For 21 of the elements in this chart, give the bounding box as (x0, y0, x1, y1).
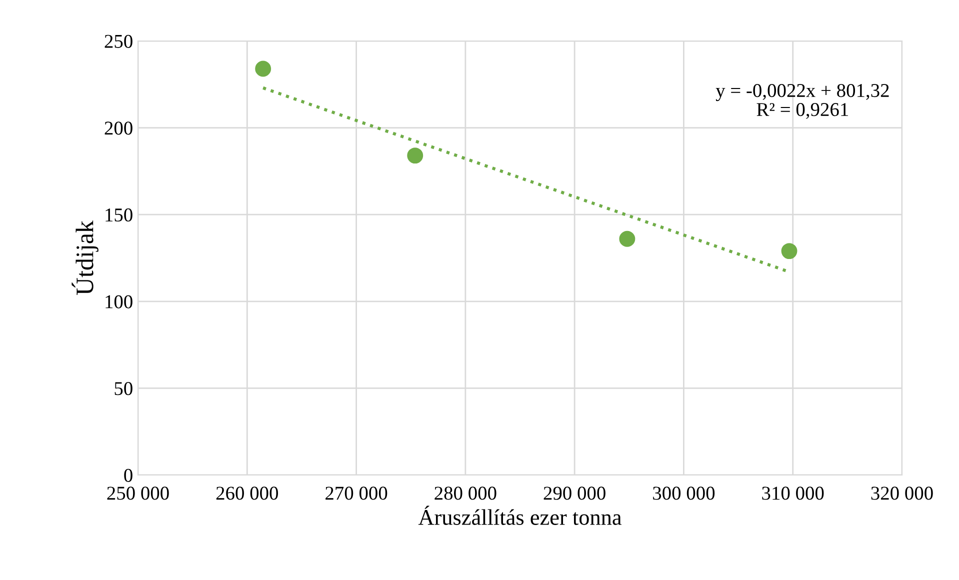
x-tick-label: 310 000 (762, 486, 824, 500)
point (619, 230, 636, 247)
point (255, 60, 272, 77)
x-axis-title: Áruszállítás ezer tonna (418, 506, 622, 525)
y-tick-label: 200 (104, 122, 132, 135)
annotation: y = -0,0022x + 801,32 R² = 0,9261 (716, 84, 889, 119)
y-tick-label: 250 (104, 34, 132, 48)
y-tick-label: 0 (124, 468, 132, 482)
y-tick-label: 150 (106, 208, 132, 222)
x-tick-label: 270 000 (326, 486, 388, 500)
y-tick-label: 100 (106, 295, 132, 308)
x-tick-label: 300 000 (653, 486, 715, 500)
x-tick-label: 320 000 (871, 486, 933, 500)
point (407, 148, 424, 164)
x-tick-label: 250 000 (107, 486, 169, 500)
y-axis-title: Útdijak (72, 220, 98, 295)
point (781, 243, 798, 260)
x-tick-label: 280 000 (434, 486, 496, 500)
x-tick-label: 290 000 (544, 486, 606, 500)
x-tick-label: 260 000 (216, 486, 278, 500)
y-tick-label: 50 (114, 382, 132, 396)
